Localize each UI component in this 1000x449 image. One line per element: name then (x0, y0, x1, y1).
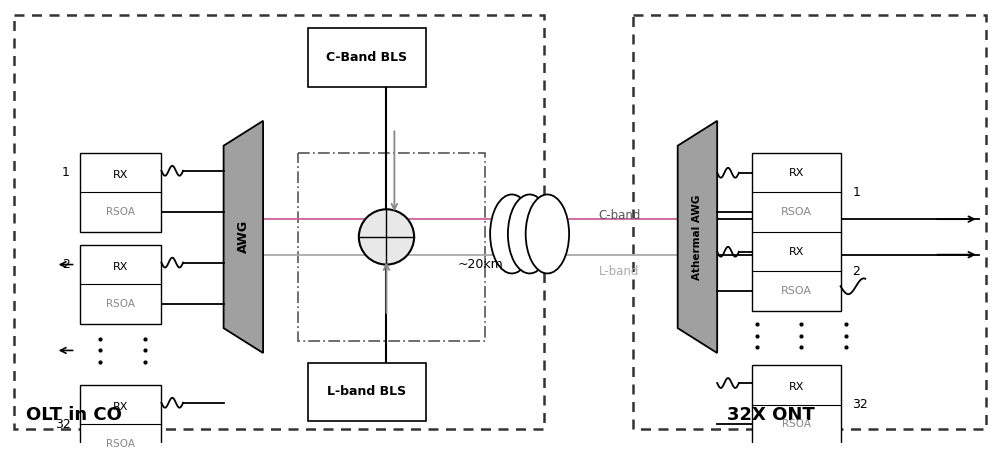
Bar (308, 363, 426, 421)
Text: RX: RX (788, 247, 804, 257)
Bar (80, 245, 161, 324)
Ellipse shape (490, 194, 534, 273)
Text: 32: 32 (55, 418, 71, 431)
Text: L-band: L-band (599, 265, 639, 278)
Text: 2: 2 (852, 265, 860, 278)
Ellipse shape (508, 194, 551, 273)
Text: RX: RX (113, 402, 129, 412)
Text: RSOA: RSOA (106, 207, 135, 217)
Text: RX: RX (788, 383, 804, 392)
Text: C-Band BLS: C-Band BLS (326, 51, 407, 64)
Bar (633, 15, 986, 429)
Text: RX: RX (113, 170, 129, 180)
Bar (308, 28, 426, 87)
Text: OLT in CO: OLT in CO (26, 406, 122, 424)
Text: RSOA: RSOA (781, 207, 812, 217)
Bar (14, 15, 544, 429)
Text: C-band: C-band (599, 209, 641, 222)
Text: ~20km: ~20km (457, 258, 503, 271)
Bar (80, 153, 161, 232)
Ellipse shape (526, 194, 569, 273)
Text: 32X ONT: 32X ONT (727, 406, 815, 424)
Text: 2: 2 (62, 258, 70, 271)
Polygon shape (678, 121, 717, 353)
Bar (752, 153, 841, 311)
Bar (80, 385, 161, 449)
Bar (298, 153, 485, 340)
Polygon shape (224, 121, 263, 353)
Text: L-band BLS: L-band BLS (327, 385, 406, 398)
Bar (752, 365, 841, 444)
Text: RSOA: RSOA (781, 286, 812, 296)
Text: RSOA: RSOA (106, 299, 135, 309)
Text: 32: 32 (852, 398, 868, 411)
Text: 1: 1 (852, 186, 860, 199)
Text: RSOA: RSOA (106, 439, 135, 449)
Text: Athermal AWG: Athermal AWG (692, 194, 702, 280)
Circle shape (359, 209, 414, 264)
Text: RX: RX (113, 262, 129, 272)
Text: RX: RX (788, 168, 804, 178)
Text: RSOA: RSOA (782, 419, 811, 430)
Text: AWG: AWG (237, 220, 250, 254)
Text: 1: 1 (62, 166, 70, 179)
